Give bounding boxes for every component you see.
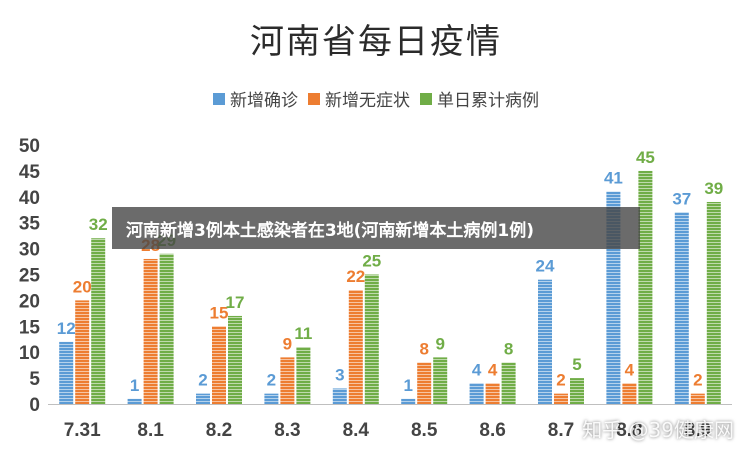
data-label: 17 xyxy=(226,293,245,312)
x-tick-label: 8.1 xyxy=(137,420,164,441)
y-tick-label: 50 xyxy=(19,136,40,157)
data-label: 22 xyxy=(346,267,365,286)
data-label: 2 xyxy=(556,371,565,390)
data-label: 3 xyxy=(335,365,344,384)
legend-label-confirmed: 新增确诊 xyxy=(230,91,298,111)
y-tick-label: 20 xyxy=(19,291,40,312)
data-label: 11 xyxy=(294,324,312,343)
legend-item-asymptomatic: 新增无症状 xyxy=(308,86,410,111)
legend-label-asymptomatic: 新增无症状 xyxy=(325,91,410,111)
y-axis: 0 5 10 15 20 25 30 35 40 45 50 xyxy=(19,136,41,416)
bar xyxy=(690,393,705,404)
bar xyxy=(501,362,516,404)
x-tick-label: 8.6 xyxy=(479,420,505,441)
bar xyxy=(638,170,653,404)
bars xyxy=(59,170,721,404)
data-label: 39 xyxy=(704,179,723,198)
data-label: 2 xyxy=(267,371,276,390)
data-label: 9 xyxy=(435,334,444,353)
x-tick-label: 8.2 xyxy=(206,420,232,441)
data-label: 12 xyxy=(57,319,76,338)
data-label: 4 xyxy=(472,360,482,379)
bar xyxy=(75,300,90,404)
chart-legend: 新增确诊 新增无症状 单日累计病例 xyxy=(0,86,752,111)
bar xyxy=(228,315,242,404)
data-label: 4 xyxy=(488,360,498,379)
y-tick-label: 35 xyxy=(19,214,41,235)
bar xyxy=(417,362,432,404)
y-tick-label: 5 xyxy=(29,369,40,390)
bar xyxy=(469,383,484,404)
bar xyxy=(554,393,568,404)
bar xyxy=(348,290,363,404)
data-label: 9 xyxy=(283,334,292,353)
x-tick-label: 8.3 xyxy=(274,420,300,441)
x-tick-label: 8.4 xyxy=(343,420,370,441)
y-tick-label: 40 xyxy=(19,188,40,209)
watermark: 知乎 @39健康网 xyxy=(582,418,734,442)
data-label: 2 xyxy=(198,371,207,390)
data-label: 5 xyxy=(572,355,581,374)
bar xyxy=(622,383,637,404)
bar xyxy=(706,201,721,404)
legend-swatch-confirmed xyxy=(213,92,225,105)
y-tick-label: 25 xyxy=(19,266,41,287)
x-axis: 7.31 8.1 8.2 8.3 8.4 8.5 8.6 8.7 8.8 8.9 xyxy=(48,404,732,441)
bar xyxy=(159,253,174,404)
bar xyxy=(674,212,689,404)
bar xyxy=(196,393,210,404)
data-label: 41 xyxy=(604,169,623,188)
bar xyxy=(364,274,379,404)
y-tick-label: 30 xyxy=(19,240,40,261)
bar xyxy=(280,357,295,404)
data-label: 15 xyxy=(210,303,229,322)
data-label: 1 xyxy=(130,376,139,395)
x-tick-label: 8.9 xyxy=(685,420,711,441)
bar xyxy=(127,398,142,404)
bar xyxy=(212,326,226,404)
data-label: 8 xyxy=(504,340,513,359)
bar xyxy=(538,279,552,404)
y-tick-label: 15 xyxy=(19,317,41,338)
data-label: 1 xyxy=(403,376,412,395)
news-headline-banner: 河南新增3例本土感染者在3地(河南新增本土病例1例) xyxy=(112,207,640,249)
legend-item-confirmed: 新增确诊 xyxy=(213,86,298,111)
data-label: 4 xyxy=(625,360,635,379)
data-label: 24 xyxy=(536,257,555,276)
bar xyxy=(485,383,500,404)
bar xyxy=(332,388,347,404)
data-label: 2 xyxy=(693,371,702,390)
legend-swatch-asymptomatic xyxy=(308,92,320,105)
x-tick-label: 8.7 xyxy=(548,420,574,441)
bar xyxy=(91,238,106,404)
data-label: 20 xyxy=(73,277,92,296)
y-tick-label: 45 xyxy=(19,162,41,183)
legend-swatch-daily-total xyxy=(420,92,432,105)
chart-title: 河南省每日疫情 xyxy=(250,22,502,62)
legend-item-daily-total: 单日累计病例 xyxy=(420,86,539,111)
bar xyxy=(296,347,311,404)
data-label: 8 xyxy=(419,340,428,359)
bar xyxy=(59,341,74,404)
bar xyxy=(264,393,279,404)
legend-label-daily-total: 单日累计病例 xyxy=(437,91,539,111)
y-tick-label: 0 xyxy=(29,395,40,416)
x-tick-label: 7.31 xyxy=(64,420,101,441)
y-tick-label: 10 xyxy=(19,343,40,364)
bar xyxy=(570,378,584,404)
data-label: 45 xyxy=(636,148,655,167)
bar xyxy=(143,258,158,404)
data-labels: 1212231424413720281592284242322917112598… xyxy=(57,148,724,395)
data-label: 37 xyxy=(672,189,691,208)
data-label: 32 xyxy=(89,215,108,234)
x-tick-label: 8.8 xyxy=(616,420,642,441)
data-label: 25 xyxy=(362,252,381,271)
bar xyxy=(433,357,448,404)
bar xyxy=(401,398,416,404)
x-tick-label: 8.5 xyxy=(411,420,438,441)
